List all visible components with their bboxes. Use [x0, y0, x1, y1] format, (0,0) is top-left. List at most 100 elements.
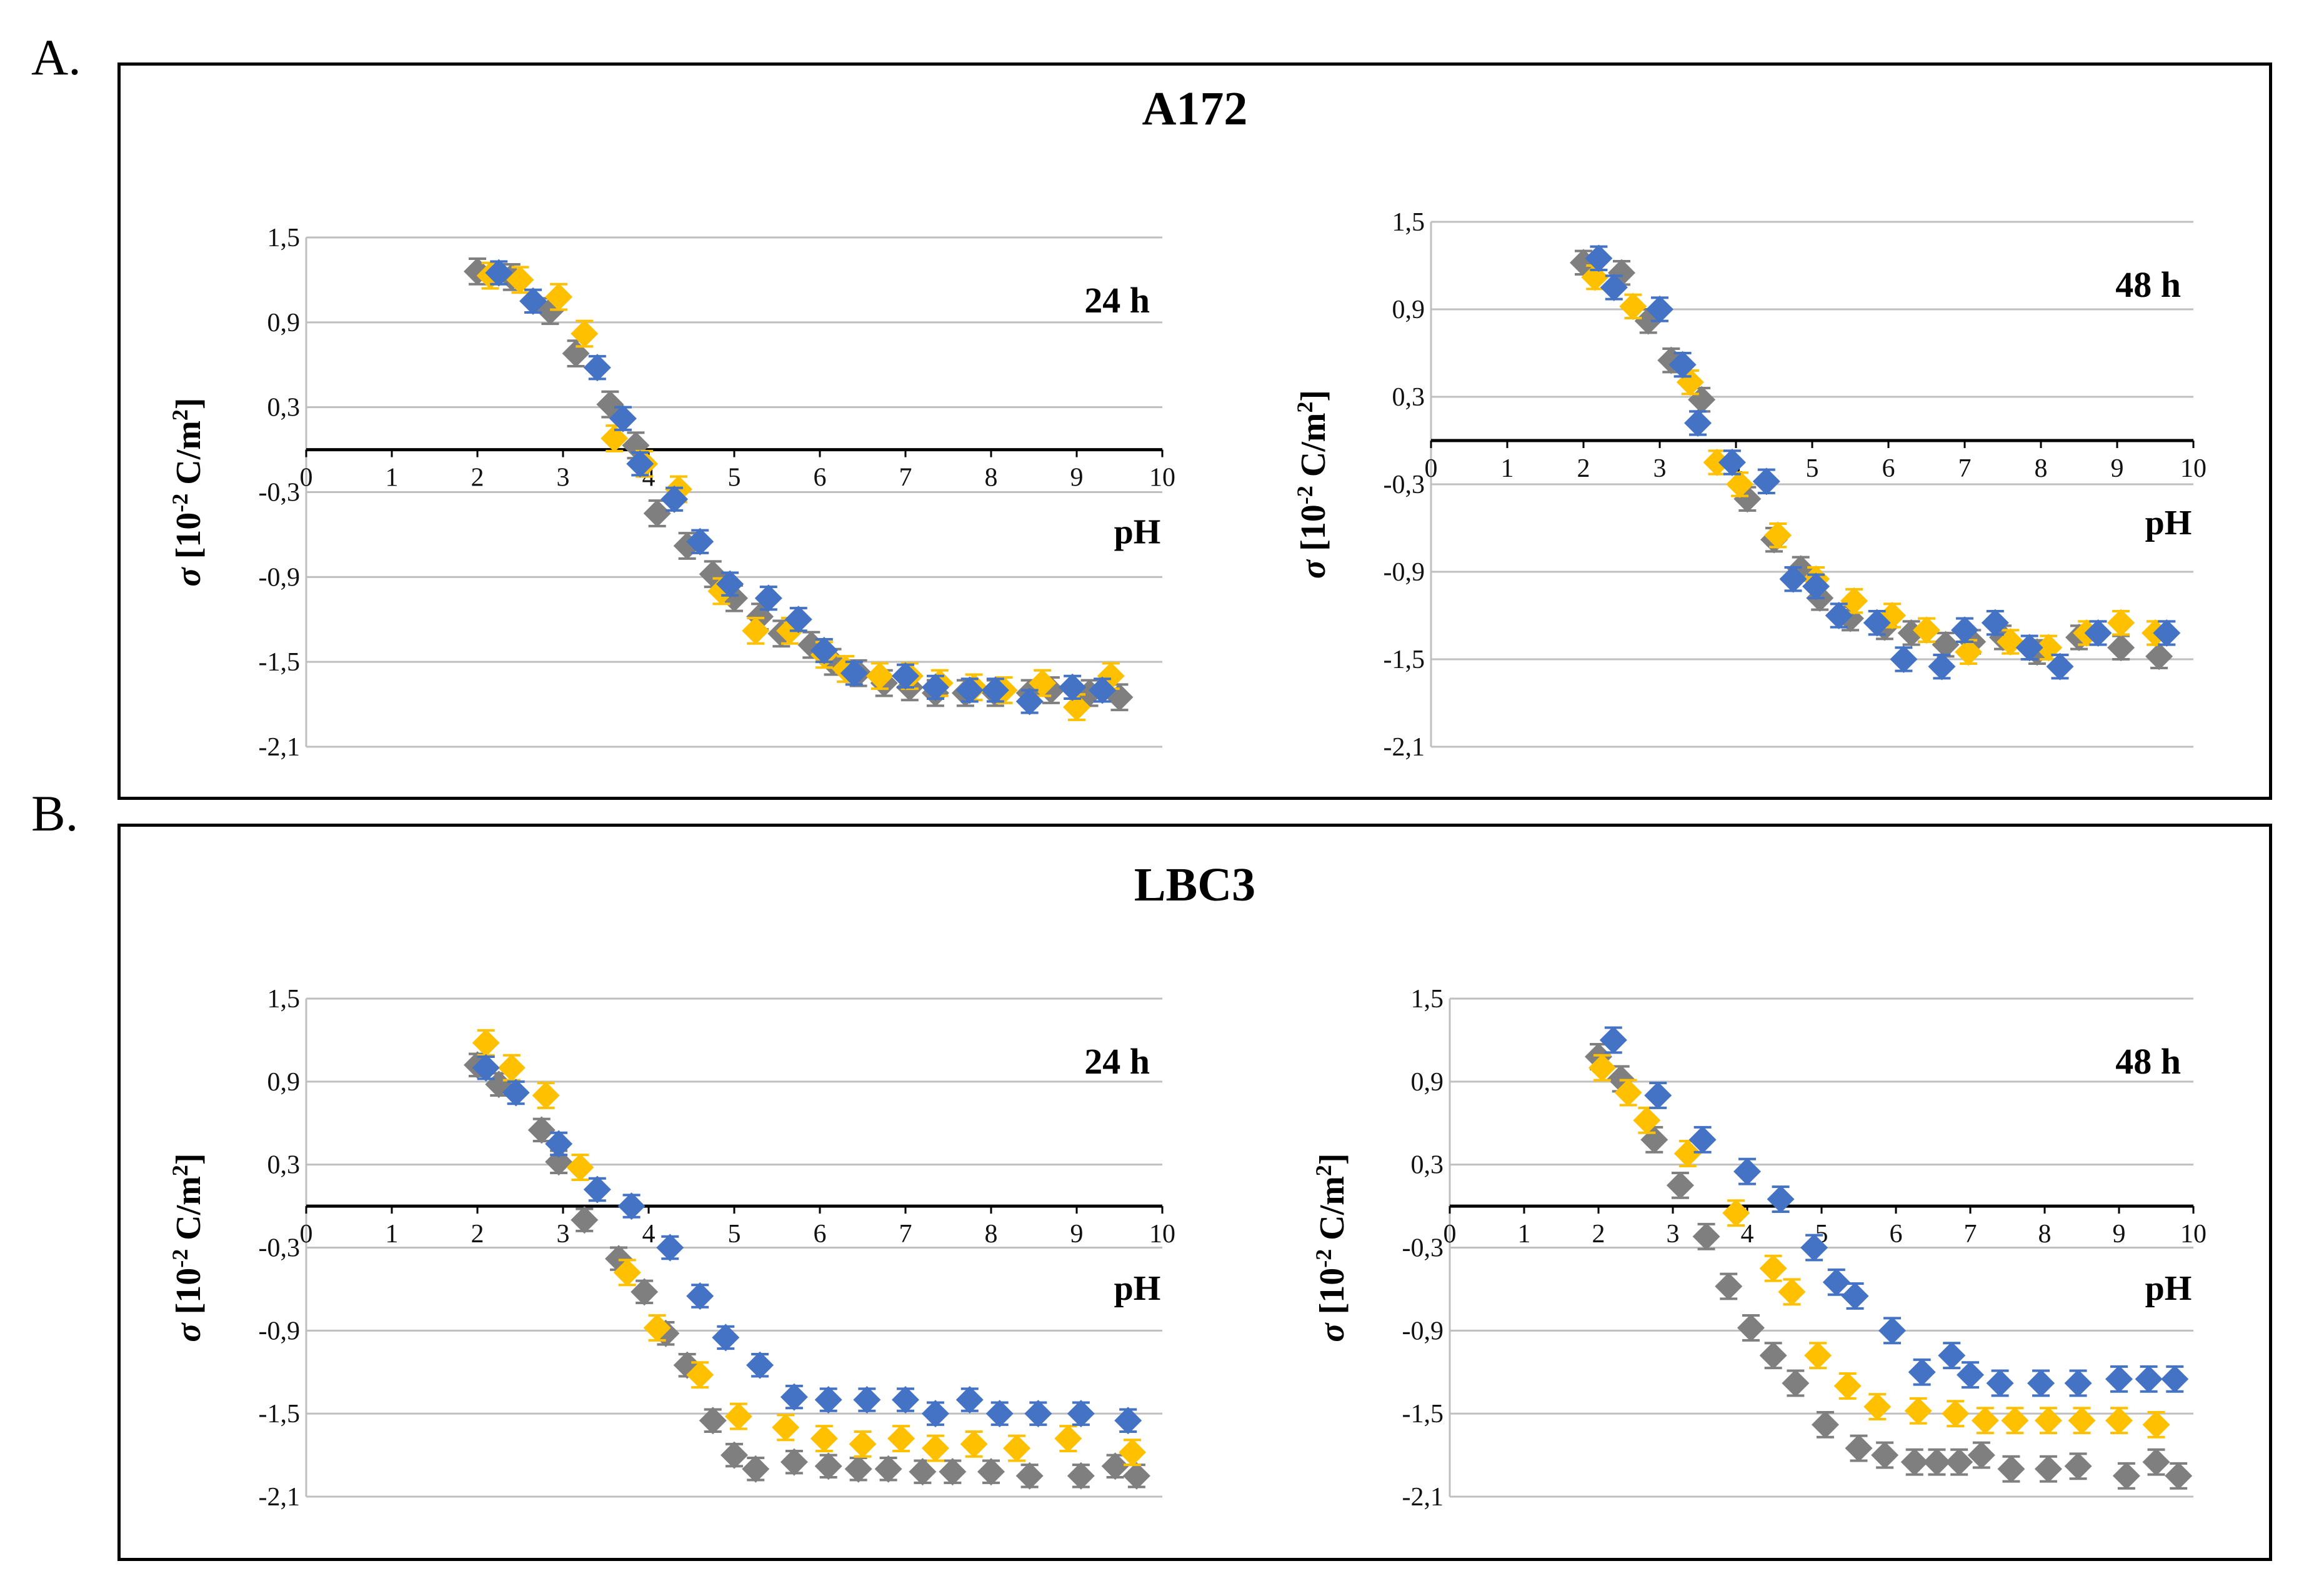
panel-a-title: A172 [1142, 82, 1248, 135]
blue-marker [1015, 687, 1044, 716]
blue-point [2153, 619, 2181, 647]
y-tick-label: 0,9 [267, 309, 301, 337]
orange-marker [1003, 1434, 1031, 1462]
panel-b-title: LBC3 [1134, 859, 1256, 911]
orange-marker [1054, 1425, 1082, 1453]
orange-point [1054, 1425, 1082, 1453]
y-tick-label: -1,5 [259, 648, 301, 677]
x-tick-label: 0 [1425, 454, 1438, 483]
blue-point [853, 1386, 881, 1414]
gray-marker [2034, 1455, 2062, 1483]
blue-marker [810, 637, 838, 665]
blue-marker [1089, 676, 1117, 704]
orange-marker [1119, 1439, 1147, 1467]
orange-marker [849, 1430, 877, 1458]
orange-point [506, 266, 534, 294]
x-tick-label: 10 [1149, 464, 1175, 492]
gray-marker [742, 1455, 770, 1483]
blue-marker [686, 1282, 714, 1310]
blue-point [712, 1324, 740, 1352]
x-tick-label: 3 [1667, 1220, 1680, 1249]
orange-marker [1764, 521, 1792, 549]
orange-marker [1955, 638, 1983, 666]
gray-point [1923, 1448, 1951, 1476]
y-tick-label: 0,9 [1392, 296, 1425, 324]
orange-marker [865, 662, 894, 690]
blue-point [1938, 1342, 1966, 1370]
gray-point [631, 1278, 659, 1306]
orange-marker [1942, 1400, 1970, 1428]
x-tick-label: 9 [1070, 464, 1084, 492]
blue-point [583, 354, 611, 382]
blue-point [472, 1054, 500, 1082]
gray-marker [844, 1455, 872, 1483]
blue-marker [892, 1386, 919, 1414]
blue-point [1825, 602, 1853, 629]
orange-marker [2068, 1407, 2096, 1435]
gray-marker [780, 1448, 808, 1476]
blue-point [1599, 1026, 1627, 1054]
orange-point [1764, 521, 1792, 549]
orange-marker [1703, 449, 1731, 476]
blue-marker [1986, 1369, 2014, 1397]
orange-point [2001, 1407, 2029, 1435]
gray-marker [874, 1455, 902, 1483]
gray-marker [977, 1458, 1005, 1486]
orange-point [571, 319, 599, 348]
orange-point [1942, 1400, 1970, 1428]
time-label: 48 h [2115, 264, 2181, 305]
gray-marker [1737, 1314, 1765, 1342]
blue-marker [1684, 409, 1712, 437]
gray-marker [673, 1351, 701, 1379]
y-tick-label: 1,5 [267, 985, 301, 1014]
blue-point [583, 1175, 611, 1204]
orange-point [1863, 1393, 1892, 1421]
gray-point [2064, 1452, 2092, 1480]
x-tick-label: 5 [1806, 454, 1819, 483]
gray-point [742, 1455, 770, 1483]
blue-point [1024, 1400, 1052, 1428]
blue-marker [1938, 1342, 1966, 1370]
y-tick-label: -2,1 [259, 733, 301, 762]
blue-marker [661, 485, 689, 513]
y-tick-label: -1,5 [1402, 1400, 1444, 1429]
blue-point [2046, 652, 2074, 681]
gray-point [464, 257, 491, 286]
gray-marker [1015, 1462, 1044, 1490]
x-tick-label: 9 [1070, 1220, 1084, 1249]
blue-marker [1767, 1185, 1795, 1214]
orange-point [1722, 1199, 1750, 1227]
blue-point [981, 676, 1009, 704]
orange-point [497, 1054, 526, 1082]
blue-marker [1802, 572, 1830, 601]
orange-marker [497, 1054, 526, 1082]
orange-marker [1588, 1054, 1616, 1082]
blue-marker [1688, 1125, 1717, 1154]
blue-point [1718, 449, 1746, 476]
blue-point [545, 1130, 573, 1158]
gray-point [1782, 1369, 1810, 1397]
orange-point [1833, 1372, 1862, 1400]
gray-point [1015, 1462, 1044, 1490]
x-tick-label: 3 [1653, 454, 1667, 483]
gray-marker [2064, 1452, 2092, 1480]
gray-marker [1871, 1441, 1899, 1469]
blue-marker [2084, 619, 2112, 647]
gray-marker [721, 1441, 748, 1469]
y-tick-label: -1,5 [259, 1400, 301, 1429]
blue-marker [2135, 1365, 2163, 1393]
orange-point [1619, 292, 1647, 321]
orange-point [1588, 1054, 1616, 1082]
gray-marker [1692, 1222, 1720, 1250]
chart-lbc3-48h: 1,50,90,3-0,3-0,9-1,5-2,1012345678910pHσ… [1311, 985, 2207, 1512]
blue-marker [746, 1351, 774, 1379]
gray-marker [464, 257, 491, 286]
gray-marker [1101, 1452, 1129, 1480]
blue-point [1986, 1369, 2014, 1397]
blue-marker [2064, 1369, 2092, 1397]
blue-marker [1800, 1234, 1828, 1262]
gray-point [1692, 1222, 1720, 1250]
blue-marker [921, 673, 949, 701]
orange-point [887, 1425, 915, 1453]
y-tick-label: 0,3 [267, 1151, 301, 1180]
